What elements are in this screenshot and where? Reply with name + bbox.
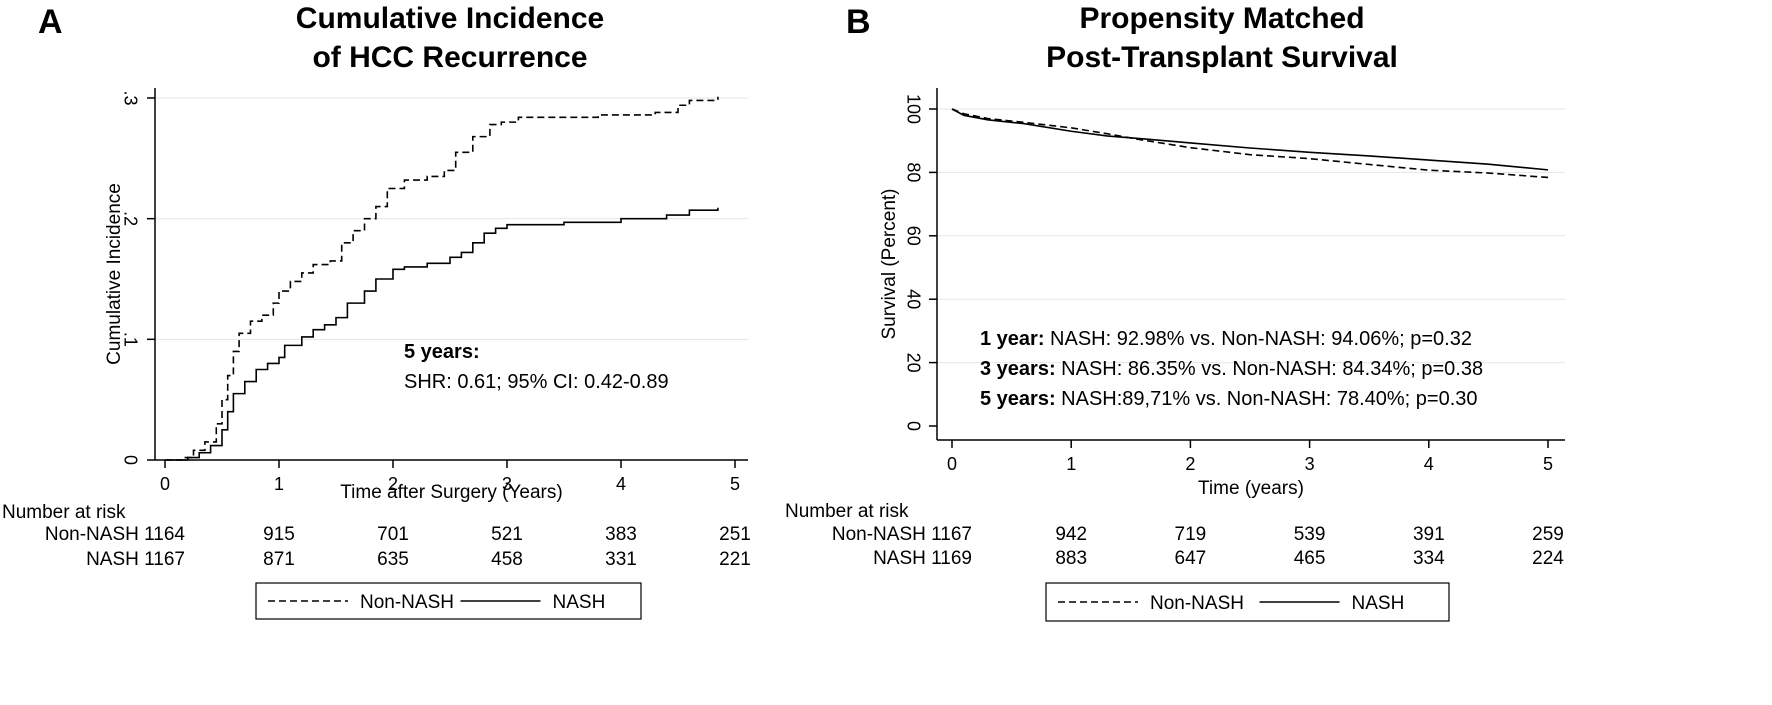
risk-count: 458 — [491, 549, 523, 570]
y-tick-label: 60 — [903, 226, 923, 246]
risk-table-title: Number at risk — [785, 501, 909, 522]
annotation-bold: 1 year: — [980, 328, 1045, 350]
y-tick-label: 20 — [903, 353, 923, 373]
risk-count: 871 — [263, 549, 295, 570]
y-axis-label: Cumulative Incidence — [104, 183, 125, 365]
annotation-text: NASH:89,71% vs. Non-NASH: 78.40%; p=0.30 — [1056, 388, 1478, 410]
x-tick-label: 1 — [1066, 454, 1076, 474]
risk-count: 334 — [1413, 548, 1445, 569]
y-tick-label: .2 — [120, 211, 140, 226]
risk-row-group: Non-NASH — [45, 524, 139, 545]
chart-title-line: Propensity Matched — [1079, 2, 1364, 35]
series-line-nash — [165, 207, 719, 461]
x-tick-label: 2 — [1185, 454, 1195, 474]
chart-panel-a: A Cumulative Incidence of HCC Recurrence 0 1… — [2, 2, 751, 620]
risk-count: 221 — [719, 549, 751, 570]
y-tick-label: 40 — [903, 289, 923, 309]
y-tick-label: 0 — [903, 421, 923, 431]
annotation-text: NASH: 86.35% vs. Non-NASH: 84.34%; p=0.3… — [1056, 358, 1483, 380]
x-tick-label: 0 — [160, 474, 170, 494]
annotation-line: SHR: 0.61; 95% CI: 0.42-0.89 — [404, 371, 669, 393]
risk-row-label: Non-NASH 1164 — [45, 524, 186, 545]
annotation-line: 1 year: NASH: 92.98% vs. Non-NASH: 94.06… — [980, 328, 1472, 350]
annotation-text: NASH: 92.98% vs. Non-NASH: 94.06%; p=0.3… — [1045, 328, 1472, 350]
panel-letter: B — [846, 3, 871, 41]
y-tick-label: .1 — [120, 332, 140, 347]
series-line-non-nash — [951, 108, 1549, 179]
annotation-line: 3 years: NASH: 86.35% vs. Non-NASH: 84.3… — [980, 358, 1483, 380]
annotation-bold: 5 years: — [980, 388, 1056, 410]
risk-count: 1167 — [144, 549, 185, 570]
risk-row-group: NASH — [873, 548, 926, 569]
y-axis-label: Survival (Percent) — [879, 189, 900, 340]
risk-row-label: Non-NASH 1167 — [832, 524, 972, 545]
annotation-line: 5 years: NASH:89,71% vs. Non-NASH: 78.40… — [980, 388, 1478, 410]
x-tick-label: 4 — [616, 474, 626, 494]
risk-row-group: NASH — [86, 549, 139, 570]
risk-count: 383 — [605, 524, 637, 545]
x-tick-label: 5 — [730, 474, 740, 494]
risk-count: 647 — [1175, 548, 1207, 569]
legend-label: Non-NASH — [1150, 593, 1244, 614]
legend-label: NASH — [1352, 593, 1405, 614]
risk-count: 391 — [1413, 524, 1445, 545]
risk-count: 1167 — [931, 524, 972, 545]
chart-title-line: Post-Transplant Survival — [1046, 41, 1398, 74]
y-tick-label: 80 — [903, 162, 923, 182]
risk-row-group: Non-NASH — [832, 524, 926, 545]
panel-letter: A — [38, 3, 63, 41]
series-line-non-nash — [165, 96, 719, 461]
annotation-line: 5 years: — [404, 341, 480, 363]
x-tick-label: 0 — [947, 454, 957, 474]
x-axis-label: Time after Surgery (Years) — [340, 482, 562, 503]
x-tick-label: 2 — [388, 474, 398, 494]
x-tick-label: 3 — [502, 474, 512, 494]
risk-count: 635 — [377, 549, 409, 570]
risk-count: 224 — [1532, 548, 1564, 569]
risk-count: 1169 — [931, 548, 972, 569]
x-axis-label: Time (years) — [1198, 478, 1304, 499]
risk-count: 521 — [491, 524, 523, 545]
annotation-bold: 5 years: — [404, 341, 480, 363]
risk-count: 942 — [1055, 524, 1087, 545]
risk-count: 1164 — [144, 524, 185, 545]
risk-count: 251 — [719, 524, 751, 545]
risk-row-label: NASH 1167 — [86, 549, 185, 570]
x-tick-label: 4 — [1424, 454, 1434, 474]
risk-count: 915 — [263, 524, 295, 545]
y-tick-label: 0 — [120, 455, 140, 465]
y-tick-label: .3 — [120, 90, 140, 105]
risk-row-label: NASH 1169 — [873, 548, 972, 569]
y-tick-label: 100 — [903, 94, 923, 124]
risk-count: 465 — [1294, 548, 1326, 569]
x-tick-label: 1 — [274, 474, 284, 494]
risk-count: 259 — [1532, 524, 1564, 545]
legend-label: NASH — [553, 592, 606, 613]
x-tick-label: 3 — [1305, 454, 1315, 474]
risk-count: 883 — [1055, 548, 1087, 569]
x-tick-label: 5 — [1543, 454, 1553, 474]
chart-title-line: of HCC Recurrence — [312, 41, 587, 74]
chart-title-line: Cumulative Incidence — [296, 2, 604, 35]
risk-count: 539 — [1294, 524, 1326, 545]
chart-panel-b: B Propensity Matched Post-Transplant Survi… — [785, 2, 1565, 622]
annotation-text: SHR: 0.61; 95% CI: 0.42-0.89 — [404, 371, 669, 393]
risk-count: 719 — [1175, 524, 1207, 545]
risk-count: 701 — [377, 524, 409, 545]
annotation-bold: 3 years: — [980, 358, 1056, 380]
legend-label: Non-NASH — [360, 592, 454, 613]
risk-table-title: Number at risk — [2, 502, 126, 523]
legend-box — [255, 582, 642, 620]
series-line-nash — [951, 108, 1549, 171]
risk-count: 331 — [605, 549, 637, 570]
